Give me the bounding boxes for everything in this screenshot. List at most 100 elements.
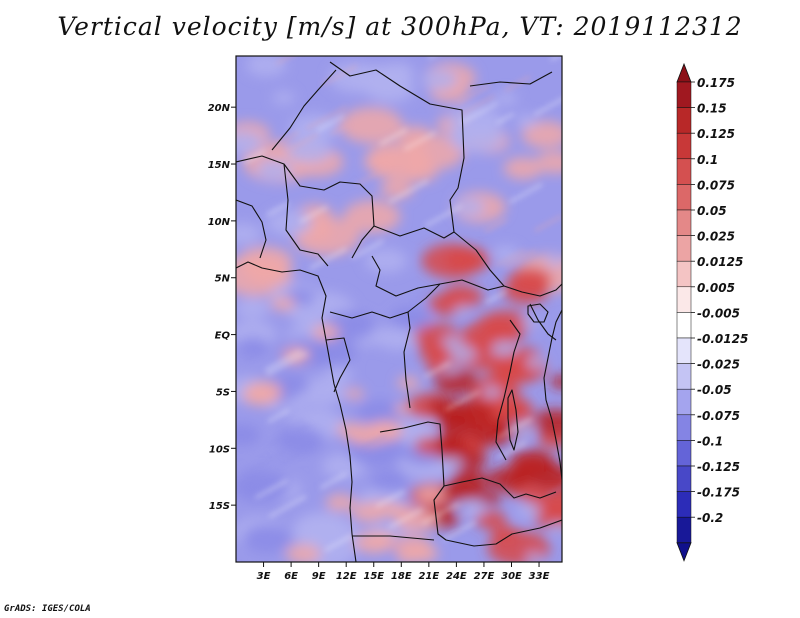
field-patch — [286, 137, 332, 164]
field-patch — [370, 422, 396, 437]
field-streak — [534, 214, 562, 232]
field-streak — [460, 101, 499, 124]
colorbar-swatch — [676, 81, 692, 108]
field-streak — [268, 481, 290, 494]
field-patch — [344, 388, 364, 400]
field-patch — [525, 356, 545, 368]
map-title: Vertical velocity [m/s] at 300hPa, VT: 2… — [57, 12, 743, 41]
field-patch — [396, 550, 419, 562]
field-patch — [550, 375, 562, 389]
colorbar-label: -0.075 — [697, 409, 740, 423]
colorbar-swatch — [676, 414, 692, 441]
field-shading — [236, 56, 562, 562]
field-streak — [456, 84, 491, 105]
field-streak — [316, 115, 345, 132]
lat-label: 20N — [208, 103, 231, 114]
field-streak — [264, 349, 302, 372]
field-streak — [281, 418, 306, 433]
colorbar-label: 0.1 — [697, 153, 718, 167]
field-streak — [330, 123, 350, 135]
field-streak — [273, 131, 300, 147]
field-streak — [379, 128, 408, 146]
field-streak — [496, 417, 533, 439]
colorbar-label: -0.1 — [697, 434, 723, 448]
field-patch — [364, 248, 408, 273]
field-patch — [491, 341, 517, 356]
field-patch — [416, 486, 445, 503]
lat-label: 10N — [208, 217, 231, 228]
field-streak — [356, 166, 388, 186]
lat-label: EQ — [215, 331, 231, 342]
border-1 — [329, 61, 465, 233]
colorbar-swatch — [676, 440, 692, 467]
field-patch — [245, 56, 287, 77]
lon-label: 27E — [474, 571, 495, 582]
colorbar-swatch — [676, 158, 692, 185]
colorbar-label: 0.025 — [697, 230, 735, 244]
lake-tanganyika — [507, 389, 519, 451]
border-13 — [379, 421, 562, 547]
field-patch — [434, 369, 478, 395]
border-9 — [325, 337, 351, 393]
coastline-west — [236, 261, 357, 562]
field-patch — [242, 524, 292, 553]
field-patch — [449, 122, 504, 154]
field-streak — [424, 205, 462, 227]
field-patch — [397, 376, 420, 390]
field-streak — [244, 349, 264, 362]
colorbar-swatch — [676, 465, 692, 492]
field-patch — [236, 130, 264, 155]
field-patch — [376, 326, 418, 351]
field-streak — [444, 390, 480, 412]
field-patch — [444, 457, 463, 468]
lon-label: 6E — [284, 571, 298, 582]
field-streak — [546, 486, 562, 497]
colorbar-label: 0.0125 — [697, 255, 743, 269]
field-streak — [375, 490, 406, 508]
field-patch — [364, 149, 405, 173]
field-streak — [301, 355, 320, 367]
field-patch — [440, 363, 459, 374]
field-patch — [508, 267, 552, 293]
vertical-velocity-map: 20N 15N 10N 5N EQ 5S 10S 15S 3E 6E 9E 12E 15E 18E 21E… — [208, 55, 748, 582]
field-patch — [236, 223, 262, 245]
border-14 — [352, 535, 435, 541]
field-streak — [451, 505, 470, 517]
lake-victoria — [527, 303, 549, 323]
field-streak — [299, 205, 328, 223]
field-patch — [289, 114, 339, 143]
field-streak — [246, 449, 287, 474]
colorbar-swatch — [676, 286, 692, 313]
colorbar-label: 0.005 — [697, 281, 735, 295]
field-patch — [536, 151, 562, 174]
lon-label: 21E — [418, 571, 439, 582]
lon-label: 30E — [501, 571, 522, 582]
border-7 — [371, 255, 505, 297]
field-streak — [279, 446, 312, 466]
field-streak — [360, 434, 388, 451]
field-streak — [496, 112, 515, 124]
lon-label: 15E — [363, 571, 384, 582]
colorbar-swatch — [676, 184, 692, 211]
field-streak — [306, 106, 347, 130]
field-patch — [449, 345, 477, 362]
field-patch — [236, 298, 270, 319]
field-patch — [510, 420, 536, 435]
border-16 — [469, 71, 553, 87]
border-11 — [495, 319, 521, 461]
lat-label: 15S — [209, 501, 230, 512]
field-patch — [291, 517, 343, 546]
field-streak — [295, 424, 312, 435]
field-streak — [443, 521, 476, 541]
lat-label: 5N — [215, 274, 231, 285]
field-patch — [339, 107, 403, 144]
lon-label: 3E — [257, 571, 271, 582]
colorbar-label: 0.075 — [697, 178, 735, 192]
field-patch — [236, 424, 261, 446]
field-streak — [388, 508, 423, 529]
colorbar-label: -0.025 — [697, 358, 740, 372]
field-patch — [356, 399, 404, 427]
lat-label: 5S — [216, 387, 230, 398]
field-streak — [380, 126, 409, 144]
lon-label: 33E — [529, 571, 550, 582]
